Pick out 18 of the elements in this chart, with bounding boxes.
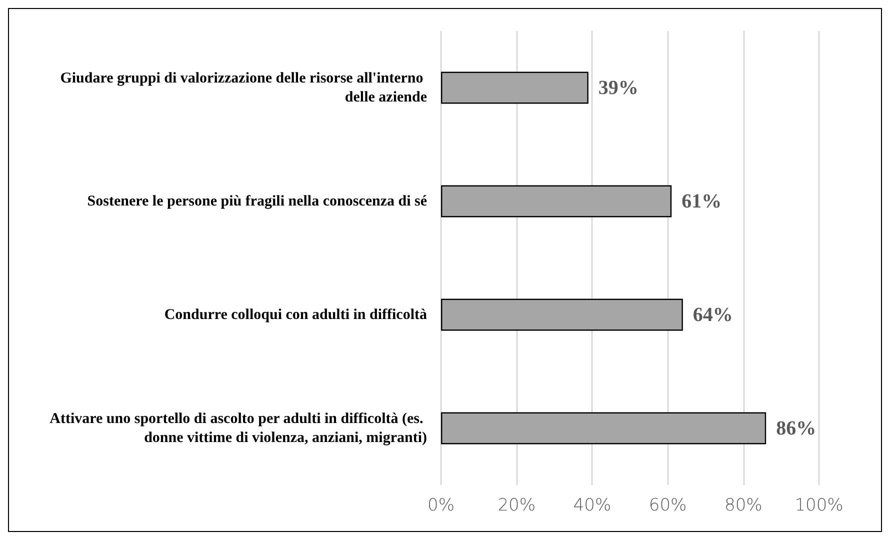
x-tick-label: 100% bbox=[794, 496, 844, 516]
data-label: 86% bbox=[776, 417, 816, 440]
y-tick-label: Giudare gruppi di valorizzazione delle risorse all'interno delle aziende bbox=[60, 70, 428, 106]
bar bbox=[441, 412, 766, 444]
x-tick-label: 80% bbox=[724, 496, 762, 516]
y-tick-label: Sostenere le persone più fragili nella conoscenza di sé bbox=[87, 193, 428, 210]
y-tick-label: Attivare uno sportello di ascolto per adulti in difficoltà (es. donne vittime di violenza, anziani, migranti) bbox=[50, 410, 427, 446]
data-label: 61% bbox=[682, 190, 722, 212]
bar bbox=[441, 72, 588, 104]
data-label: 64% bbox=[692, 304, 733, 326]
x-tick-label: 40% bbox=[573, 496, 612, 516]
y-tick-label: Condurre colloqui con adulti in difficoltà bbox=[164, 306, 428, 323]
x-tick-label: 0% bbox=[428, 496, 454, 516]
x-tick-label: 60% bbox=[648, 496, 687, 516]
x-tick-label: 20% bbox=[498, 496, 536, 516]
bar bbox=[441, 298, 683, 331]
data-label: 39% bbox=[598, 76, 638, 99]
bar bbox=[441, 185, 672, 218]
